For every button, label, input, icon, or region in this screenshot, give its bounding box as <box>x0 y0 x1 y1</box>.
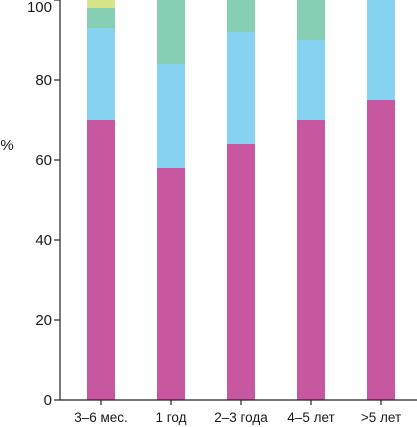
bar-segment <box>227 0 255 32</box>
bar-segment <box>157 168 185 400</box>
bar-segment <box>297 120 325 400</box>
x-tick-label: 3–6 мес. <box>74 410 128 425</box>
bar-segment <box>297 0 325 40</box>
x-tick-label: 2–3 года <box>214 410 268 425</box>
y-tick-label: 80 <box>35 72 52 89</box>
y-tick-label: 60 <box>35 152 52 169</box>
bar-segment <box>367 100 395 400</box>
bar-segment <box>227 32 255 144</box>
y-axis-label: % <box>0 137 13 154</box>
bar-segment <box>157 64 185 168</box>
y-tick-label: 20 <box>35 312 52 329</box>
bar-segment <box>157 0 185 64</box>
y-tick-label: 40 <box>35 232 52 249</box>
y-tick-label: 0 <box>44 392 52 409</box>
bar-segment <box>367 0 395 100</box>
x-tick-label: 4–5 лет <box>287 410 334 425</box>
y-tick-label: 100 <box>27 0 52 16</box>
bar-segment <box>297 40 325 120</box>
bar-segment <box>87 0 115 8</box>
bar-segment <box>87 8 115 28</box>
x-axis: 3–6 мес. 1 год 2–3 года 4–5 лет >5 лет <box>60 399 417 425</box>
y-axis: 0 20 40 60 80 100 <box>27 0 61 409</box>
bar-segment <box>87 28 115 120</box>
x-tick-label: 1 год <box>156 410 187 425</box>
x-tick-label: >5 лет <box>361 410 401 425</box>
plot-area <box>87 0 395 400</box>
bar-segment <box>87 120 115 400</box>
bar-segment <box>227 144 255 400</box>
